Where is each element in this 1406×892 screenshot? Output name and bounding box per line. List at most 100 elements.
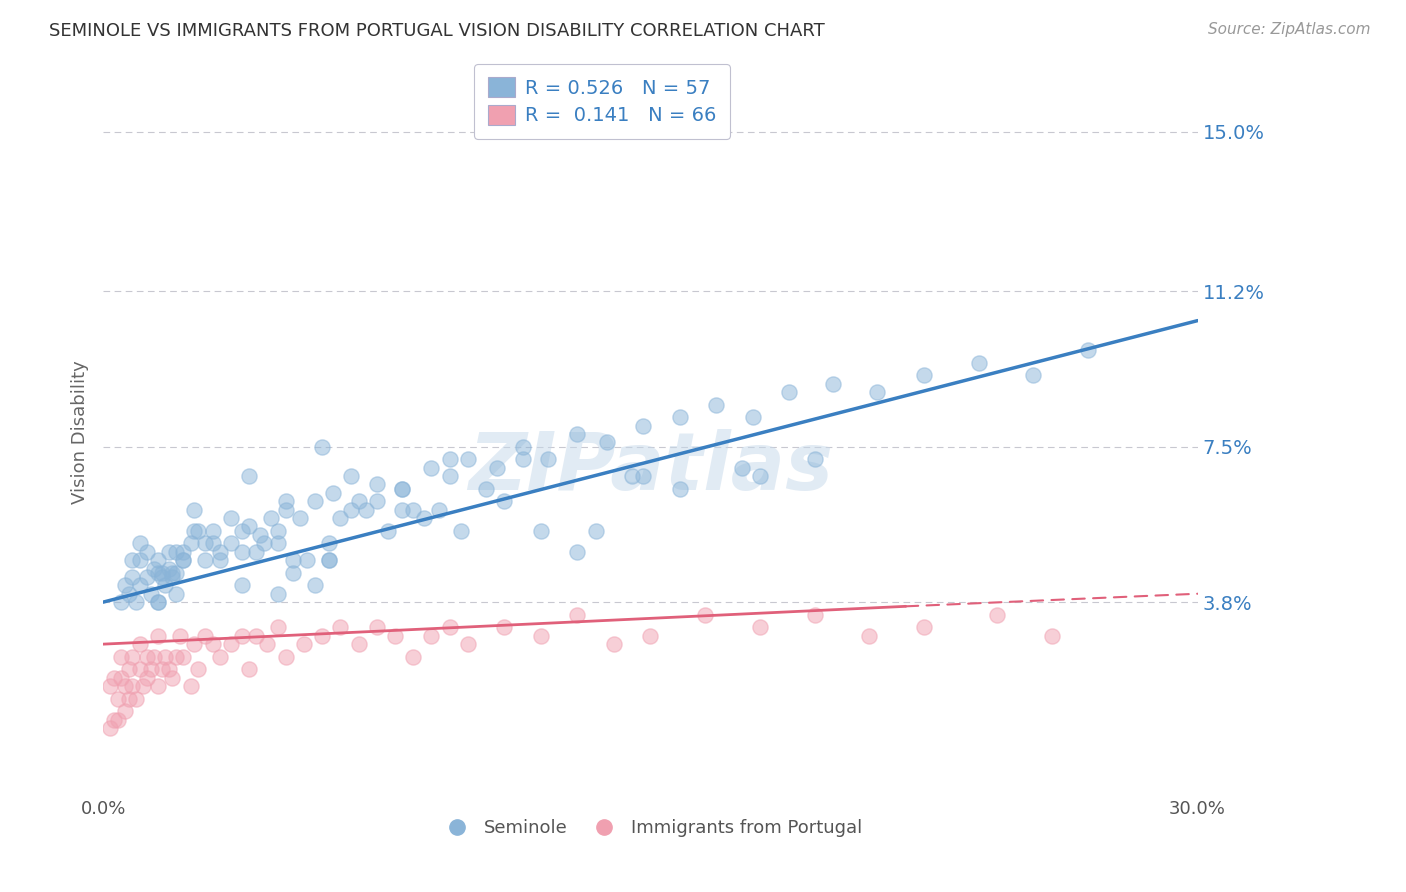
Point (704, 398, 727, 412)
Point (354, 502, 377, 516)
Point (420, 460, 443, 475)
Point (391, 482, 413, 496)
Point (146, 679, 169, 693)
Point (267, 587, 290, 601)
Point (340, 502, 363, 516)
Point (169, 629, 191, 643)
Point (146, 553, 169, 567)
Point (128, 637, 150, 651)
Point (274, 649, 297, 664)
Point (631, 469, 654, 483)
Point (125, 691, 148, 706)
Point (803, 607, 825, 622)
Point (865, 385, 887, 400)
Point (139, 662, 162, 676)
Point (512, 452, 534, 467)
Point (194, 553, 217, 567)
Point (172, 545, 194, 559)
Point (311, 629, 333, 643)
Point (231, 545, 253, 559)
Text: Source: ZipAtlas.com: Source: ZipAtlas.com (1208, 22, 1371, 37)
Point (157, 561, 180, 575)
Point (267, 524, 290, 538)
Point (1040, 629, 1063, 643)
Point (128, 578, 150, 592)
Point (420, 629, 443, 643)
Point (208, 553, 231, 567)
Point (219, 637, 242, 651)
Point (439, 452, 461, 467)
Point (194, 629, 217, 643)
Point (180, 679, 202, 693)
Point (110, 671, 132, 685)
Point (150, 566, 173, 580)
Point (121, 553, 143, 567)
Point (153, 578, 176, 592)
Point (238, 662, 260, 676)
Point (143, 649, 166, 664)
Point (107, 691, 129, 706)
Point (157, 545, 180, 559)
Point (118, 691, 141, 706)
Point (366, 477, 388, 491)
Point (107, 713, 129, 727)
Point (475, 482, 498, 496)
Point (1077, 343, 1099, 357)
Point (304, 494, 326, 508)
Point (121, 649, 143, 664)
Point (318, 536, 340, 550)
Point (402, 649, 425, 664)
Point (391, 482, 413, 496)
Point (457, 637, 479, 651)
Point (150, 570, 173, 584)
Point (748, 620, 770, 634)
Point (121, 570, 143, 584)
Point (110, 595, 132, 609)
Point (110, 649, 132, 664)
Point (219, 536, 242, 550)
Point (238, 519, 260, 533)
Point (668, 482, 690, 496)
Point (135, 671, 157, 685)
Point (274, 502, 297, 516)
Point (640, 629, 662, 643)
Point (986, 607, 1008, 622)
Point (384, 629, 406, 643)
Point (288, 511, 311, 525)
Point (256, 637, 278, 651)
Point (267, 620, 290, 634)
Point (100, 679, 122, 693)
Point (292, 637, 315, 651)
Point (208, 545, 231, 559)
Point (585, 524, 607, 538)
Point (741, 410, 763, 425)
Point (249, 528, 271, 542)
Point (172, 553, 194, 567)
Point (413, 511, 436, 525)
Point (603, 637, 626, 651)
Point (150, 662, 173, 676)
Point (100, 721, 122, 735)
Point (128, 662, 150, 676)
Point (183, 637, 205, 651)
Point (146, 566, 169, 580)
Point (366, 620, 388, 634)
Point (912, 368, 935, 383)
Point (858, 629, 880, 643)
Point (512, 440, 534, 454)
Point (730, 460, 752, 475)
Point (311, 440, 333, 454)
Point (231, 578, 253, 592)
Point (318, 553, 340, 567)
Point (267, 536, 290, 550)
Point (208, 649, 231, 664)
Point (366, 494, 388, 508)
Point (253, 536, 276, 550)
Point (318, 553, 340, 567)
Point (402, 502, 425, 516)
Point (274, 494, 297, 508)
Point (143, 561, 166, 575)
Point (121, 679, 143, 693)
Point (821, 376, 844, 391)
Point (912, 620, 935, 634)
